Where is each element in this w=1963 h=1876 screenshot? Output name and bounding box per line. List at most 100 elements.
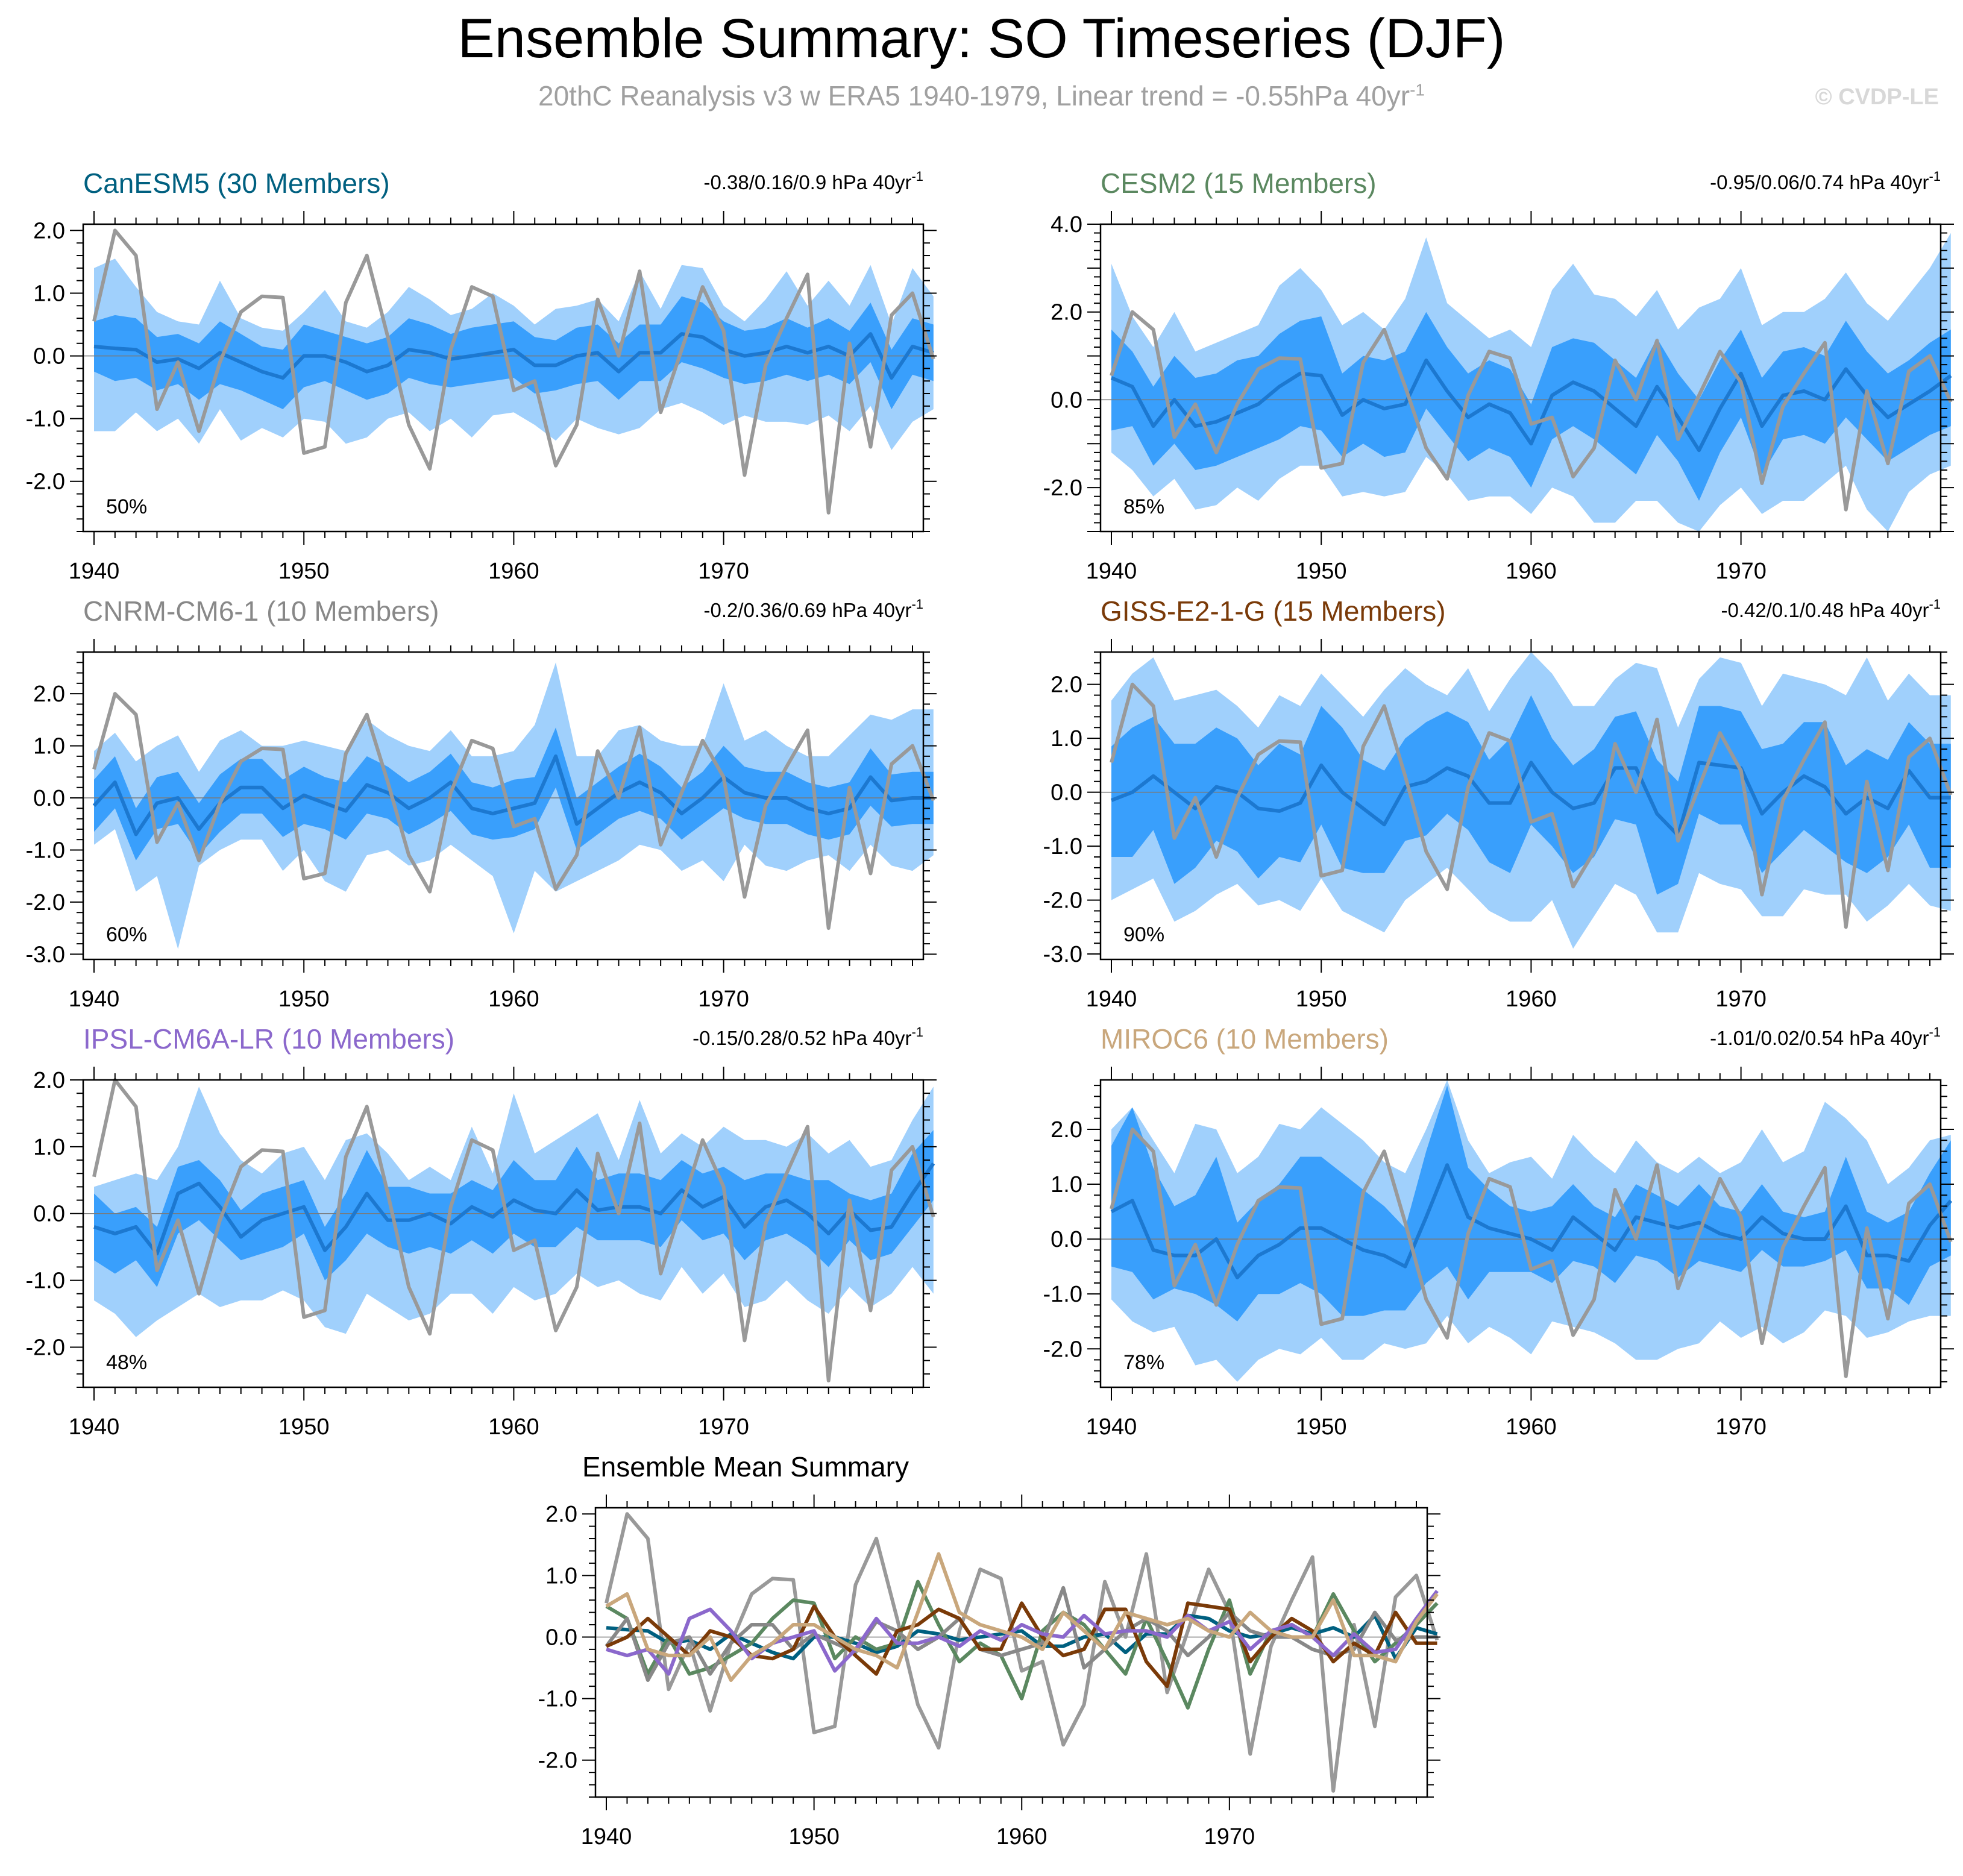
panel-2-xtick-label: 1950 [1296, 559, 1347, 584]
panel-5-ytick-label: 1.0 [33, 1135, 65, 1160]
panel-3-frame [82, 651, 925, 961]
observations-line [1110, 682, 1953, 929]
panel-title: CanESM5 (30 Members) [83, 168, 390, 199]
panel-6-ytick-label: 2.0 [1051, 1117, 1082, 1143]
panel-6: 1940 1950 1960 1970 2.0 1.0 0.0 -1.0 -2.0 MIROC6 … [1043, 1023, 1954, 1440]
panel-1-xtick-label: 1950 [278, 559, 330, 584]
panel-1-ytick-label: 0.0 [33, 344, 65, 369]
summary-mean-line [605, 1586, 1437, 1682]
outer-range-band [1111, 233, 1951, 532]
panel-2-frame [1099, 223, 1942, 533]
panel-percent-label: 78% [1123, 1351, 1164, 1374]
panel-2: 1940 1950 1960 1970 4.0 2.0 0.0 -2.0 CESM2 (15 M… [1043, 168, 1954, 584]
trend-values: -0.15/0.28/0.52 hPa 40yr [693, 1027, 911, 1049]
observations-line [92, 692, 935, 930]
panel-1-ytick-label: -2.0 [26, 469, 65, 495]
summary-ytick-label: 0.0 [545, 1625, 577, 1650]
observations-line [1110, 1128, 1953, 1378]
observations-line [92, 228, 935, 515]
panel-trend-label: -0.95/0.06/0.74 hPa 40yr-1 [1710, 169, 1941, 193]
panel-percent-label: 85% [1123, 495, 1164, 518]
panel-6-frame [1099, 1079, 1942, 1388]
summary-panel: 1940 1950 1960 1970 2.0 1.0 0.0 -1.0 -2.0 Ensembl… [538, 1451, 1440, 1849]
panel-percent-label: 50% [106, 495, 147, 518]
subtitle-text: 20thC Reanalysis v3 w ERA5 1940-1979, Li… [538, 80, 1410, 111]
panel-5-xtick-label: 1970 [698, 1414, 749, 1440]
panel-6-xtick-label: 1960 [1506, 1414, 1557, 1440]
panel-title: IPSL-CM6A-LR (10 Members) [83, 1023, 454, 1055]
panel-3-xtick-label: 1970 [698, 987, 749, 1012]
ensemble-mean-line [93, 332, 934, 380]
panel-5: 1940 1950 1960 1970 2.0 1.0 0.0 -1.0 -2.0 IPSL-CM… [26, 1023, 937, 1440]
panel-4-ytick-label: -2.0 [1043, 888, 1082, 914]
panel-3: 1940 1950 1960 1970 2.0 1.0 0.0 -1.0 -2.0 -3.0 CNR… [26, 595, 937, 1012]
summary-ytick-label: 2.0 [545, 1502, 577, 1527]
ensemble-mean-line [1110, 1163, 1953, 1279]
trend-values: -0.95/0.06/0.74 hPa 40yr [1710, 171, 1929, 193]
summary-mean-line [606, 1590, 1439, 1676]
summary-title: Ensemble Mean Summary [582, 1451, 909, 1482]
trend-superscript: -1 [911, 1024, 923, 1040]
panel-trend-label: -0.38/0.16/0.9 hPa 40yr-1 [704, 169, 923, 193]
panel-2-xtick-label: 1940 [1086, 559, 1137, 584]
panel-3-xtick-label: 1960 [488, 987, 539, 1012]
panel-1-xtick-label: 1970 [698, 559, 749, 584]
ensemble-mean-line [93, 1162, 935, 1256]
panel-5-ytick-label: -2.0 [26, 1335, 65, 1360]
panel-1: 1940 1950 1960 1970 2.0 1.0 0.0 -1.0 -2.0 CanESM5… [26, 168, 937, 584]
observations-line [1110, 310, 1953, 512]
summary-xtick-label: 1940 [581, 1824, 632, 1849]
trend-values: -0.2/0.36/0.69 hPa 40yr [704, 599, 912, 621]
figure-subtitle: 20thC Reanalysis v3 w ERA5 1940-1979, Li… [0, 80, 1963, 112]
panel-3-ytick-label: -3.0 [26, 942, 65, 967]
inner-range-band [94, 296, 934, 409]
panel-3-xtick-label: 1940 [69, 987, 120, 1012]
panel-5-ytick-label: 2.0 [33, 1068, 65, 1093]
copyright-label: © CVDP-LE [1815, 84, 1939, 110]
panel-3-ytick-label: 1.0 [33, 734, 65, 759]
panel-4-xtick-label: 1960 [1506, 987, 1557, 1012]
trend-superscript: -1 [1929, 597, 1941, 612]
panel-1-frame [82, 223, 925, 533]
panel-2-ytick-label: -2.0 [1043, 475, 1082, 501]
trend-values: -0.38/0.16/0.9 hPa 40yr [704, 171, 912, 193]
panel-4-ytick-label: 2.0 [1051, 673, 1082, 698]
ensemble-mean-line [1110, 358, 1952, 453]
summary-ytick-label: -1.0 [538, 1687, 577, 1712]
panel-1-ytick-label: 2.0 [33, 218, 65, 243]
panel-title: MIROC6 (10 Members) [1101, 1023, 1389, 1055]
subtitle-superscript: -1 [1410, 80, 1425, 99]
panel-4-ytick-label: -3.0 [1043, 942, 1082, 967]
observations-line [92, 1078, 935, 1382]
panel-title: CNRM-CM6-1 (10 Members) [83, 595, 439, 627]
inner-range-band [1111, 695, 1951, 895]
figure-title: Ensemble Summary: SO Timeseries (DJF) [457, 8, 1506, 69]
panel-trend-label: -0.15/0.28/0.52 hPa 40yr-1 [693, 1024, 923, 1049]
ensemble-mean-line [1110, 761, 1951, 838]
trend-superscript: -1 [1929, 169, 1941, 184]
panel-3-ytick-label: 0.0 [33, 786, 65, 811]
panel-4-xtick-label: 1950 [1296, 987, 1347, 1012]
trend-values: -0.42/0.1/0.48 hPa 40yr [1721, 599, 1929, 621]
panel-5-ytick-label: 0.0 [33, 1202, 65, 1227]
panel-5-frame [82, 1079, 925, 1388]
panel-1-ytick-label: -1.0 [26, 407, 65, 432]
panel-6-xtick-label: 1940 [1086, 1414, 1137, 1440]
panel-trend-label: -0.42/0.1/0.48 hPa 40yr-1 [1721, 597, 1941, 621]
summary-xtick-label: 1950 [788, 1824, 840, 1849]
panel-6-ytick-label: 0.0 [1051, 1227, 1082, 1252]
panel-percent-label: 48% [106, 1351, 147, 1374]
panel-4-ytick-label: -1.0 [1043, 834, 1082, 859]
trend-superscript: -1 [911, 597, 923, 612]
summary-xtick-label: 1970 [1204, 1824, 1255, 1849]
inner-range-band [1111, 312, 1951, 501]
panel-3-xtick-label: 1950 [278, 987, 330, 1012]
panel-5-ytick-label: -1.0 [26, 1269, 65, 1294]
panel-6-ytick-label: -1.0 [1043, 1282, 1082, 1307]
panel-percent-label: 60% [106, 923, 147, 946]
panel-5-xtick-label: 1960 [488, 1414, 539, 1440]
panel-1-xtick-label: 1940 [69, 559, 120, 584]
panel-5-xtick-label: 1950 [278, 1414, 330, 1440]
trend-superscript: -1 [911, 169, 923, 184]
